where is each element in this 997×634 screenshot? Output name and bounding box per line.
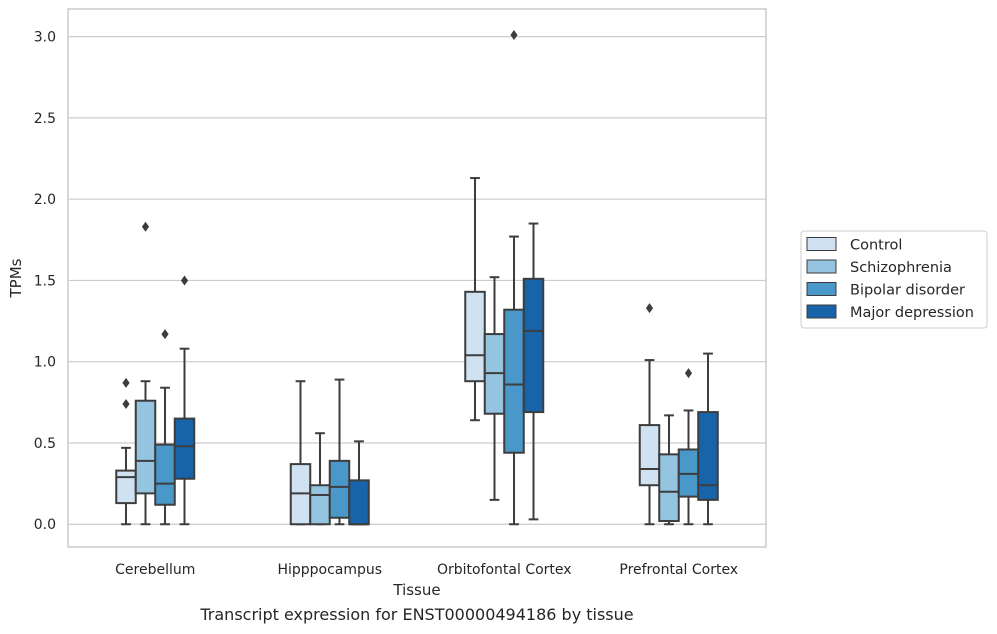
legend-swatch <box>806 282 837 296</box>
legend-swatch <box>806 259 837 274</box>
box-bipolar-disorder <box>154 329 176 526</box>
x-tick-label: Orbitofontal Cortex <box>437 562 572 578</box>
outlier-point <box>122 377 130 388</box>
outlier-point <box>122 398 130 409</box>
y-tick-label: 3.0 <box>34 30 56 46</box>
box-major-depression <box>522 222 545 521</box>
box-bipolar-disorder <box>677 368 700 526</box>
box-iqr <box>328 459 351 519</box>
outlier-point <box>684 368 693 379</box>
legend-frame <box>800 230 988 329</box>
x-tick-label: Cerebellum <box>115 562 195 578</box>
x-tick-labels: Cerebellum Hipppocampus Orbitofontal Corte… <box>115 562 738 578</box>
legend-label: Schizophrenia <box>850 260 952 276</box>
legend-label: Bipolar disorder <box>850 283 965 299</box>
legend-label: Major depression <box>850 305 974 321</box>
outlier-point <box>510 30 518 41</box>
y-tick-label: 2.0 <box>34 192 56 208</box>
box-major-depression <box>697 352 719 526</box>
box-iqr <box>154 443 176 506</box>
box-control <box>289 380 312 526</box>
y-tick-label: 2.5 <box>34 111 56 127</box>
box-iqr <box>348 479 370 526</box>
y-tick-label: 0.5 <box>34 436 56 452</box>
x-axis-label: Tissue <box>392 581 440 599</box>
plot-frame <box>67 8 767 548</box>
box-schizophrenia <box>483 276 506 501</box>
legend-label: Control <box>850 238 902 254</box>
box-major-depression <box>173 275 196 526</box>
box-control <box>115 377 137 526</box>
box-iqr <box>115 469 137 505</box>
box-iqr <box>697 411 719 501</box>
box-schizophrenia <box>658 414 680 526</box>
outlier-point <box>645 303 654 314</box>
x-tick-label: Prefrontal Cortex <box>619 562 738 578</box>
legend-swatch <box>806 304 837 319</box>
y-tick-labels: 0.0 0.5 1.0 1.5 2.0 2.5 3.0 <box>34 30 56 534</box>
legend: Control Schizophrenia Bipolar disorder Majo… <box>800 230 988 329</box>
box-iqr <box>309 484 331 526</box>
outlier-point <box>161 329 169 340</box>
y-tick-label: 0.0 <box>34 517 56 533</box>
box-schizophrenia <box>309 432 331 526</box>
box-major-depression <box>348 440 370 526</box>
box-bipolar-disorder <box>503 30 525 526</box>
y-axis-label: TPMs <box>7 258 25 298</box>
outlier-point <box>180 275 189 286</box>
figure-caption: Transcript expression for ENST0000049418… <box>200 605 634 624</box>
y-tick-label: 1.0 <box>34 355 56 371</box>
box-schizophrenia <box>134 221 157 526</box>
box-iqr <box>638 424 661 487</box>
box-control <box>464 177 486 422</box>
box-iqr <box>503 308 525 454</box>
box-iqr <box>658 453 680 522</box>
x-tick-label: Hipppocampus <box>277 562 382 578</box>
box-iqr <box>173 417 196 480</box>
box-bipolar-disorder <box>328 378 351 526</box>
legend-swatch <box>806 237 837 251</box>
box-iqr <box>522 277 545 414</box>
box-iqr <box>134 399 157 495</box>
boxes <box>115 30 719 526</box>
outlier-point <box>141 221 150 232</box>
y-tick-label: 1.5 <box>34 273 56 289</box>
box-iqr <box>464 290 486 383</box>
box-control <box>638 303 661 526</box>
